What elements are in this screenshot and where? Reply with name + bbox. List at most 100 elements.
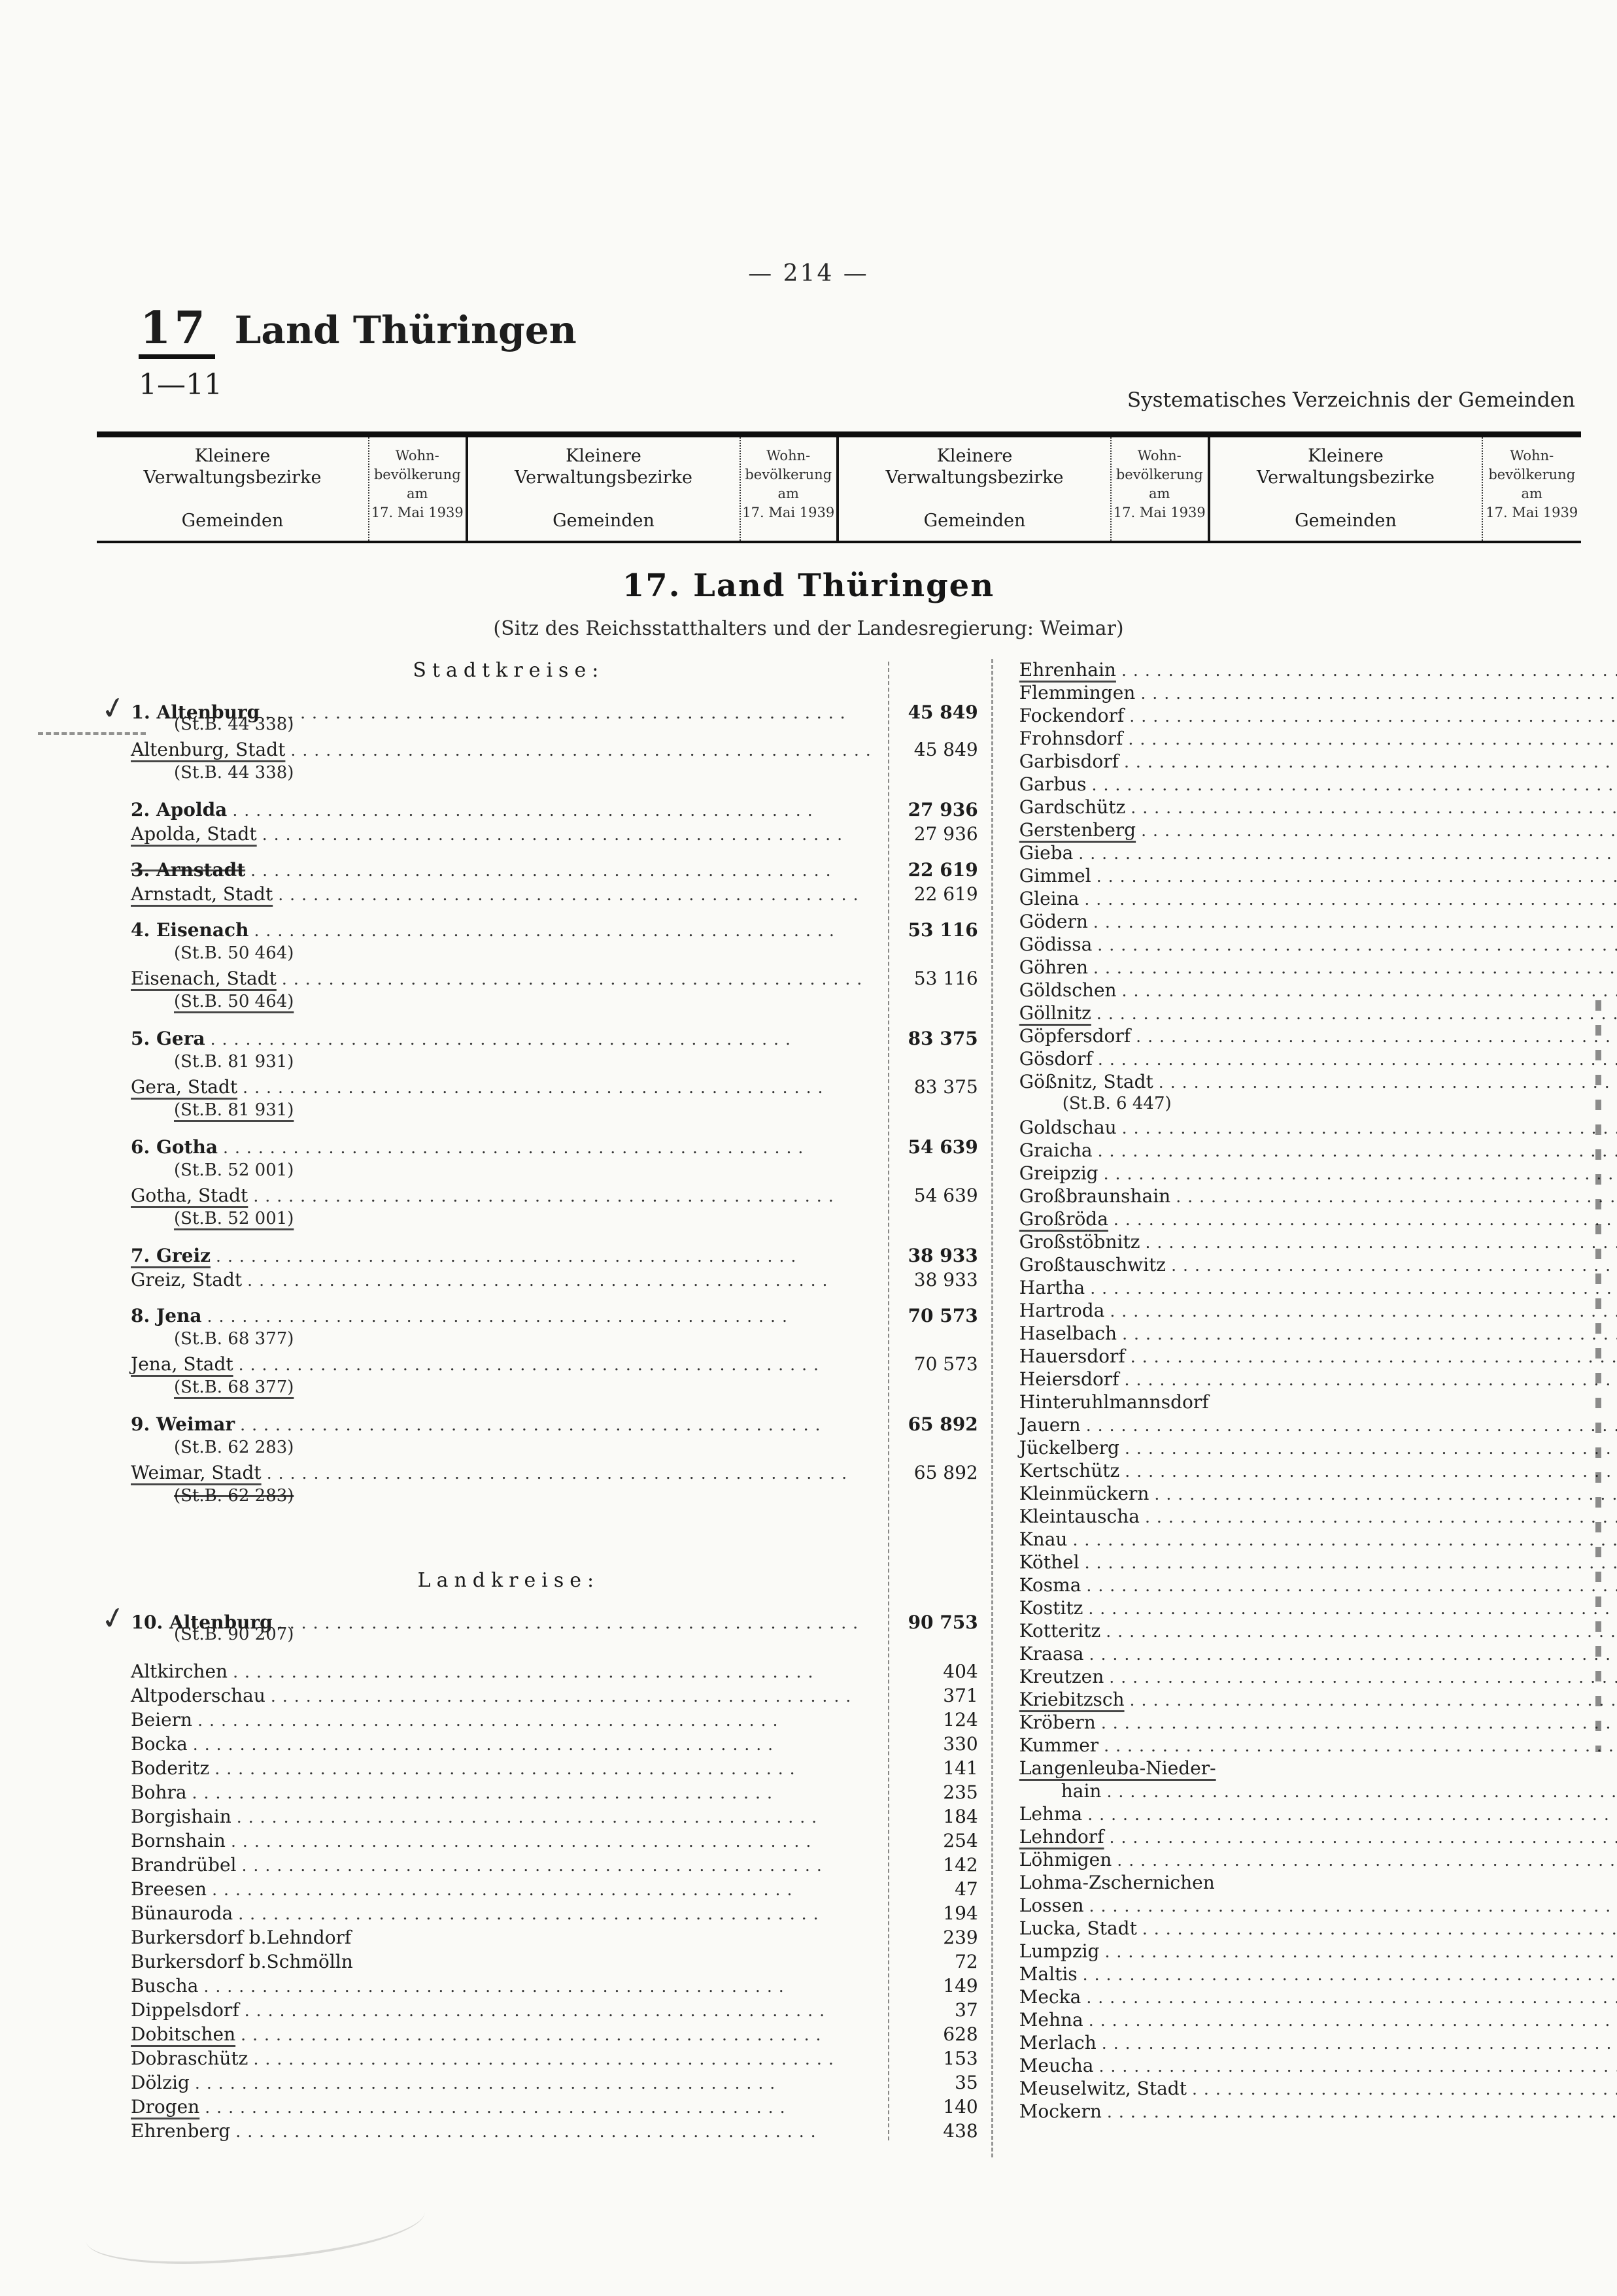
dot-leader xyxy=(1110,1826,1617,1848)
stb-note: (St.B. 90 207) xyxy=(131,1625,985,1649)
gemeinde-row: Gimmel111 xyxy=(1019,865,1617,888)
dot-leader xyxy=(245,1999,877,2021)
spacer xyxy=(131,847,985,859)
population-value: 254 xyxy=(943,1830,978,1851)
stb-note-text: (St.B. 90 207) xyxy=(174,1625,294,1644)
dot-leader xyxy=(1154,1483,1617,1504)
gemeinde-row: Frohnsdorf398 xyxy=(1019,728,1617,751)
gemeinde-row: Kostitz273 xyxy=(1019,1597,1617,1620)
gemeinde-row: Knau338 xyxy=(1019,1528,1617,1551)
dot-leader xyxy=(253,1185,877,1206)
gemeinde-row: Köthel253 xyxy=(1019,1551,1617,1574)
spacer xyxy=(131,1510,985,1569)
gemeinde-row: Großstöbnitz1 103 xyxy=(1019,1231,1617,1254)
kreis-row: 8. Jena 70 573 xyxy=(131,1305,985,1329)
gemeinde-row: Lehma314 xyxy=(1019,1803,1617,1826)
gemeinde-name: Greipzig xyxy=(1019,1162,1098,1184)
dot-leader xyxy=(232,799,877,820)
population-value: 83 375 xyxy=(913,1076,978,1098)
dot-leader xyxy=(211,1028,877,1049)
gemeinde-row: Hartroda191 xyxy=(1019,1300,1617,1323)
dot-leader xyxy=(1128,728,1617,749)
gemeinde-name: Hartha xyxy=(1019,1277,1085,1298)
gemeinde-row: Mecka86 xyxy=(1019,1986,1617,2009)
population-value: 149 xyxy=(943,1975,978,1997)
stb-note: (St.B. 52 001) xyxy=(131,1160,985,1185)
gemeinde-name: 9. Weimar xyxy=(131,1413,235,1435)
gemeinde-name: 7. Greiz xyxy=(131,1245,211,1266)
gemeinde-name: Arnstadt, Stadt xyxy=(131,883,273,905)
dot-leader xyxy=(1084,888,1617,909)
gemeinde-row: Bornshain 254 xyxy=(131,1830,985,1854)
gemeinde-row: Dippelsdorf 37 xyxy=(131,1999,985,2023)
gemeinde-row: Breesen 47 xyxy=(131,1878,985,1902)
gemeinde-row: Kleintauscha86 xyxy=(1019,1506,1617,1528)
kreis-row: 7. Greiz 38 933 xyxy=(131,1245,985,1269)
dot-leader xyxy=(1097,865,1617,886)
population-value: 184 xyxy=(943,1806,978,1827)
gemeinde-row: Gößnitz, Stadt6 424 xyxy=(1019,1071,1617,1094)
gemeinde-row: Göldschen65 xyxy=(1019,979,1617,1002)
gemeinde-row: Altenburg, Stadt 45 849 xyxy=(131,739,985,763)
column-header-admin: Kleinere Verwaltungsbezirke Gemeinden xyxy=(839,437,1112,541)
gemeinde-row: Meuselwitz, Stadt10 660 xyxy=(1019,2078,1617,2101)
stb-note-text: (St.B. 62 283) xyxy=(174,1438,294,1457)
gemeinde-name: Apolda, Stadt xyxy=(131,823,257,845)
population-value: 54 639 xyxy=(908,1136,978,1158)
gemeinde-row: Gleina114 xyxy=(1019,888,1617,911)
dot-leader xyxy=(1089,1643,1617,1664)
stb-note: (St.B. 68 377) xyxy=(131,1329,985,1353)
population-value: 70 573 xyxy=(908,1305,978,1326)
population-value: 239 xyxy=(943,1927,978,1948)
gemeinde-row: Burkersdorf b.Lehndorf 239 xyxy=(131,1927,985,1951)
dot-leader xyxy=(192,1781,877,1803)
population-value: 45 849 xyxy=(908,701,978,723)
dot-leader xyxy=(1098,2055,1617,2076)
population-value: 53 116 xyxy=(913,968,978,989)
gemeinde-name: 8. Jena xyxy=(131,1305,202,1326)
dot-leader xyxy=(1114,1208,1617,1230)
gemeinde-row: Borgishain 184 xyxy=(131,1806,985,1830)
gemeinde-name: Kröbern xyxy=(1019,1712,1096,1733)
gemeinde-name: Kummer xyxy=(1019,1734,1099,1756)
dot-leader xyxy=(1083,1963,1617,1985)
gemeinde-name: Großröda xyxy=(1019,1208,1108,1230)
dot-leader xyxy=(1141,819,1617,841)
kreis-row: ✓10. Altenburg 90 753 xyxy=(97,1598,985,1638)
dot-leader xyxy=(1125,1368,1617,1390)
dot-leader xyxy=(1110,1300,1617,1321)
gemeinde-row: Langenleuba-Nieder- xyxy=(1019,1757,1617,1780)
scan-edge-noise xyxy=(1595,1000,1601,1752)
gemeinde-name: Kleintauscha xyxy=(1019,1506,1140,1527)
gemeinde-row: Gotha, Stadt 54 639 xyxy=(131,1185,985,1209)
gemeinde-row: Altpoderschau 371 xyxy=(131,1685,985,1709)
gemeinde-name: Brandrübel xyxy=(131,1854,237,1876)
gemeinde-row: Merlach185 xyxy=(1019,2032,1617,2055)
gemeinde-name: Göllnitz xyxy=(1019,1002,1091,1024)
gemeinde-row: Gödissa101 xyxy=(1019,934,1617,956)
population-value: 141 xyxy=(943,1757,978,1779)
population-value: 53 116 xyxy=(908,919,978,941)
dot-leader xyxy=(243,1076,877,1098)
dot-leader xyxy=(1104,1734,1617,1756)
gemeinde-row: Flemmingen199 xyxy=(1019,682,1617,705)
gemeinde-name: Gerstenberg xyxy=(1019,819,1136,841)
dot-leader xyxy=(1072,1528,1617,1550)
gemeinde-row: Dobitschen 628 xyxy=(131,2023,985,2048)
gemeinde-name: Burkersdorf b.Schmölln xyxy=(131,1951,353,1972)
gemeinde-row: Greipzig104 xyxy=(1019,1162,1617,1185)
gemeinde-name: Mecka xyxy=(1019,1986,1081,2008)
gemeinde-row: Lohma-Zschernichen380 xyxy=(1019,1872,1617,1895)
dot-leader xyxy=(247,1269,877,1291)
gemeinde-name: Lossen xyxy=(1019,1895,1084,1916)
gemeinde-name: Bocka xyxy=(131,1733,188,1755)
gemeinde-row: Graicha29 xyxy=(1019,1140,1617,1162)
dot-leader xyxy=(1098,1140,1617,1161)
gemeinde-name: Löhmigen xyxy=(1019,1849,1112,1870)
gemeinde-name: Hartroda xyxy=(1019,1300,1105,1321)
population-value: 153 xyxy=(943,2048,978,2069)
dot-leader xyxy=(1088,1597,1617,1619)
dot-leader xyxy=(1176,1185,1617,1207)
gemeinde-row: Boderitz 141 xyxy=(131,1757,985,1781)
stb-note-text: (St.B. 6 447) xyxy=(1062,1094,1172,1113)
